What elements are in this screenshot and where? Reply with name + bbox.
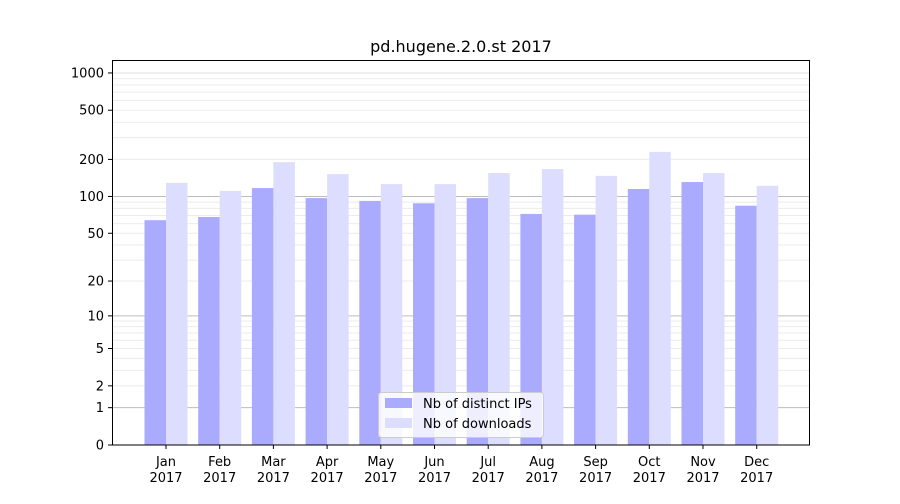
x-tick-label: 2017 — [472, 471, 505, 486]
y-tick-label: 5 — [96, 342, 104, 357]
y-tick-label: 0 — [96, 439, 104, 454]
legend-swatch — [385, 398, 412, 408]
y-tick-label: 20 — [87, 275, 104, 290]
x-tick-label: 2017 — [364, 471, 397, 486]
bar-distinct-ips — [144, 220, 166, 445]
x-tick-label: Oct — [638, 455, 660, 470]
bar-downloads — [273, 162, 295, 445]
legend-box — [378, 392, 544, 438]
x-tick-label: 2017 — [149, 471, 182, 486]
y-tick-label: 200 — [79, 153, 104, 168]
bar-downloads — [166, 182, 188, 445]
plot-frame — [112, 60, 810, 446]
bar-distinct-ips — [574, 214, 596, 445]
x-tick-label: Jul — [479, 455, 496, 470]
x-tick-label: 2017 — [740, 471, 773, 486]
bar-distinct-ips — [413, 203, 435, 445]
y-tick-label: 1 — [96, 401, 104, 416]
x-tick-label: May — [367, 455, 394, 470]
x-tick-label: Dec — [744, 455, 769, 470]
x-tick-label: Apr — [316, 455, 339, 470]
bar-downloads — [380, 184, 403, 445]
bar-distinct-ips — [251, 188, 274, 446]
bar-downloads — [327, 174, 349, 445]
bar-distinct-ips — [305, 198, 328, 445]
x-tick-label: 2017 — [579, 471, 612, 486]
y-tick-label: 1000 — [71, 66, 104, 81]
x-tick-label: Jan — [155, 455, 176, 470]
legend-label: Nb of downloads — [423, 417, 532, 432]
x-tick-label: 2017 — [203, 471, 236, 486]
bar-distinct-ips — [627, 189, 650, 445]
bar-downloads — [434, 184, 456, 445]
x-tick-label: Aug — [529, 455, 554, 470]
x-tick-label: 2017 — [633, 471, 666, 486]
legend-label: Nb of distinct IPs — [423, 397, 532, 412]
chart-title: pd.hugene.2.0.st 2017 — [370, 37, 552, 56]
bar-distinct-ips — [735, 205, 757, 445]
x-tick-label: 2017 — [257, 471, 290, 486]
bar-distinct-ips — [520, 213, 542, 445]
y-tick-label: 10 — [87, 309, 104, 324]
legend: Nb of distinct IPs Nb of downloads — [378, 392, 544, 438]
bar-downloads — [488, 173, 510, 445]
x-tick-label: Sep — [583, 455, 608, 470]
x-tick-label: 2017 — [686, 471, 719, 486]
y-tick-label: 2 — [96, 379, 104, 394]
bar-distinct-ips — [359, 200, 381, 445]
bar-distinct-ips — [198, 216, 220, 445]
bar-downloads — [541, 169, 564, 445]
bar-downloads — [219, 190, 242, 445]
bar-distinct-ips — [466, 198, 489, 445]
x-tick-label: Feb — [208, 455, 231, 470]
y-tick-label: 500 — [79, 104, 104, 119]
x-tick-label: 2017 — [311, 471, 344, 486]
y-tick-label: 100 — [79, 190, 104, 205]
legend-swatch — [385, 418, 412, 428]
x-tick-label: Nov — [690, 455, 716, 470]
bar-downloads — [595, 175, 618, 445]
x-tick-label: 2017 — [418, 471, 451, 486]
y-tick-label: 50 — [87, 227, 104, 242]
bar-distinct-ips — [681, 182, 703, 445]
bar-downloads — [649, 151, 671, 445]
x-tick-label: 2017 — [525, 471, 558, 486]
x-tick-label: Mar — [261, 455, 286, 470]
bar-downloads — [756, 185, 779, 446]
x-tick-label: Jun — [423, 455, 444, 470]
bar-downloads — [703, 173, 725, 445]
